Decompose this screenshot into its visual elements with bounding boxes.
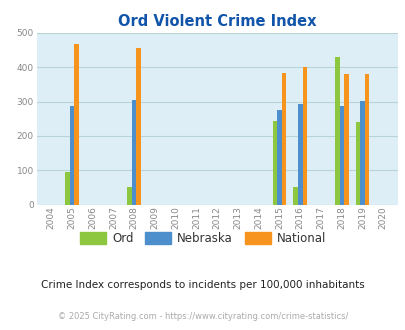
Bar (127, 187, 132, 205)
Bar (272, 120, 277, 205)
Legend: Ord, Nebraska, National: Ord, Nebraska, National (75, 227, 330, 250)
Bar (74, 44, 79, 205)
Bar (297, 104, 302, 205)
Bar (343, 74, 348, 205)
Bar (364, 74, 369, 205)
Bar (302, 67, 306, 205)
Text: Crime Index corresponds to incidents per 100,000 inhabitants: Crime Index corresponds to incidents per… (41, 280, 364, 290)
Bar (69, 106, 74, 205)
Bar (293, 187, 297, 205)
Bar (281, 73, 286, 205)
Text: © 2025 CityRating.com - https://www.cityrating.com/crime-statistics/: © 2025 CityRating.com - https://www.city… (58, 312, 347, 321)
Bar (277, 110, 281, 205)
Bar (334, 57, 339, 205)
Bar (339, 106, 343, 205)
Bar (65, 172, 69, 205)
Title: Ord Violent Crime Index: Ord Violent Crime Index (118, 14, 315, 29)
Bar (132, 100, 136, 205)
Bar (355, 122, 359, 205)
Bar (359, 101, 364, 205)
Bar (136, 49, 141, 205)
